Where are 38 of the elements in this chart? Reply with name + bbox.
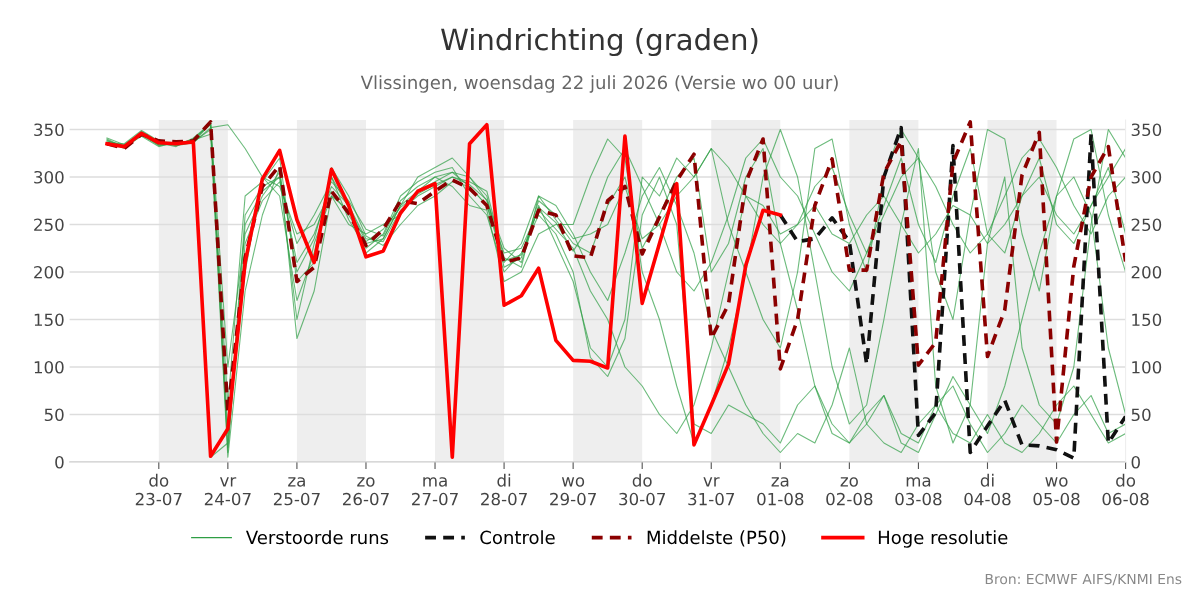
y2-tick-label: 250 — [1131, 218, 1162, 232]
x-tick-label: do 30-07 — [619, 473, 665, 506]
legend-label: Controle — [480, 530, 555, 545]
y2-tick-label: 300 — [1131, 170, 1162, 184]
x-tick-label: zo 26-07 — [342, 477, 389, 506]
x-tick-label: do 23-07 — [135, 473, 182, 506]
text: Bron: ECMWF AIFS/KNMI Ens — [985, 573, 1182, 586]
chart-subtitle: Vlissingen, woensdag 22 juli 2026 (Versie wo 00 uur) — [360, 75, 838, 93]
x-tick-label: wo 05-08 — [1033, 477, 1080, 506]
x-tick-label: za 01-08 — [757, 477, 804, 506]
y2-tick-label: 50 — [1131, 408, 1151, 422]
y-tick-label: 350 — [34, 123, 64, 137]
y-tick-label: 200 — [34, 265, 64, 279]
x-tick-label: do 06-08 — [1102, 473, 1149, 506]
y2-tick-label: 150 — [1132, 313, 1162, 327]
y-tick-label: 0 — [55, 455, 64, 469]
x-tick-label: wo 29-07 — [550, 477, 596, 506]
x-tick-label: di 28-07 — [481, 473, 527, 506]
y-tick-label: 300 — [34, 170, 64, 184]
x-tick-label: ma 03-08 — [895, 477, 942, 506]
y-tick-label: 250 — [34, 218, 64, 232]
y2-tick-label: 100 — [1132, 360, 1162, 374]
x-tick-label: vr 24-07 — [204, 477, 251, 506]
y-tick-label: 100 — [34, 360, 64, 374]
x-tick-label: zo 02-08 — [826, 477, 873, 506]
y2-tick-label: 350 — [1131, 123, 1162, 137]
x-tick-label: za 25-07 — [273, 477, 320, 506]
y-tick-label: 50 — [44, 408, 64, 422]
chart-title: Windrichting (graden) — [441, 27, 758, 57]
x-tick-label: vr 31-07 — [688, 477, 735, 506]
legend-label: Hoge resolutie — [878, 530, 1008, 548]
y2-tick-label: 200 — [1131, 265, 1162, 279]
legend-label: Verstoorde runs — [245, 530, 389, 545]
y2-tick-label: 0 — [1131, 455, 1140, 469]
x-tick-label: ma 27-07 — [412, 477, 458, 506]
y-tick-label: 150 — [34, 313, 64, 327]
x-tick-label: di 04-08 — [964, 473, 1011, 506]
legend-label: Middelste (P50) — [647, 530, 786, 547]
